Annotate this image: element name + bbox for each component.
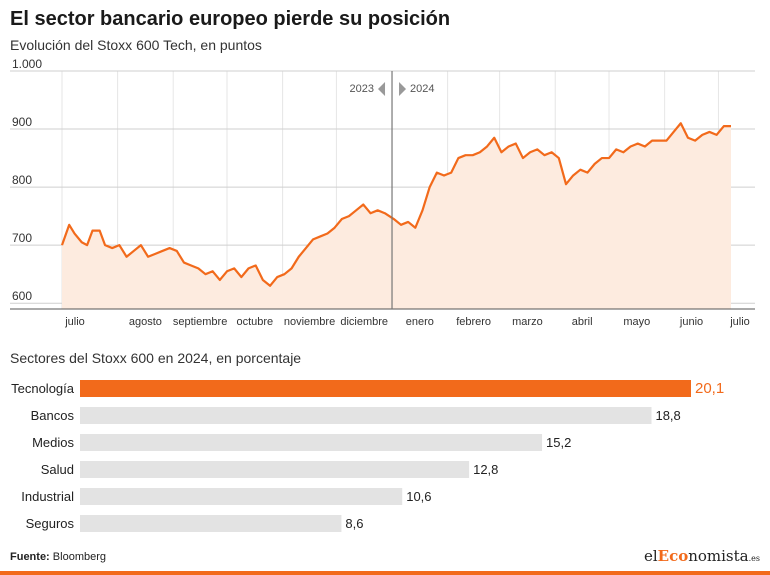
bar-value-label: 8,6 bbox=[345, 516, 363, 531]
logo-prefix: el bbox=[643, 547, 658, 565]
logo-suffix: nomista bbox=[688, 547, 749, 565]
y-tick-label: 600 bbox=[12, 289, 32, 303]
bottom-accent-rule bbox=[0, 571, 770, 575]
arrow-left-icon bbox=[378, 82, 386, 96]
y-tick-label: 700 bbox=[12, 231, 32, 245]
y-tick-label: 800 bbox=[12, 173, 32, 187]
bar-category-label: Seguros bbox=[26, 516, 75, 531]
x-tick-label: enero bbox=[406, 316, 434, 328]
source-value: Bloomberg bbox=[52, 551, 106, 563]
y-tick-label: 1.000 bbox=[12, 57, 42, 71]
bar bbox=[80, 380, 691, 397]
x-tick-label: diciembre bbox=[340, 316, 388, 328]
line-chart: 600 700 800 900 1.000 2023 2024 julio agosto sept… bbox=[10, 57, 755, 328]
bar-value-label: 20,1 bbox=[695, 380, 724, 397]
x-tick-label: marzo bbox=[512, 316, 543, 328]
bar bbox=[80, 407, 652, 424]
x-tick-label: febrero bbox=[456, 316, 491, 328]
x-tick-label: noviembre bbox=[284, 316, 335, 328]
source-note: Fuente: Bloomberg bbox=[10, 551, 106, 563]
x-tick-label: mayo bbox=[623, 316, 650, 328]
x-tick-label: septiembre bbox=[173, 316, 227, 328]
bar-category-label: Tecnología bbox=[11, 381, 75, 396]
x-tick-label: julio bbox=[729, 316, 750, 328]
bar bbox=[80, 515, 342, 532]
bar-chart: Tecnología 20,1 Bancos 18,8 Medios 15,2 Salud 1… bbox=[11, 380, 724, 532]
bar bbox=[80, 461, 470, 478]
bar-category-label: Industrial bbox=[21, 489, 74, 504]
publisher-logo[interactable]: elEconomista.es bbox=[644, 547, 760, 565]
x-tick-label: julio bbox=[64, 316, 85, 328]
logo-accent: Eco bbox=[657, 547, 689, 565]
x-tick-label: agosto bbox=[129, 316, 162, 328]
bar-category-label: Medios bbox=[32, 435, 74, 450]
year-label-2024: 2024 bbox=[410, 83, 434, 95]
series-area bbox=[62, 123, 731, 310]
logo-tld: .es bbox=[748, 554, 760, 563]
bar-value-label: 12,8 bbox=[473, 462, 498, 477]
x-tick-label: abril bbox=[572, 316, 593, 328]
x-tick-label: octubre bbox=[236, 316, 273, 328]
source-label: Fuente: bbox=[10, 551, 50, 563]
bar-category-label: Salud bbox=[41, 462, 74, 477]
bar-chart-subtitle: Sectores del Stoxx 600 en 2024, en porce… bbox=[10, 350, 302, 366]
y-tick-label: 900 bbox=[12, 115, 32, 129]
bar bbox=[80, 488, 403, 505]
line-chart-subtitle: Evolución del Stoxx 600 Tech, en puntos bbox=[10, 37, 262, 53]
bar-value-label: 15,2 bbox=[546, 435, 571, 450]
bar bbox=[80, 434, 543, 451]
arrow-right-icon bbox=[399, 82, 407, 96]
x-tick-label: junio bbox=[679, 316, 703, 328]
chart-title: El sector bancario europeo pierde su pos… bbox=[10, 8, 451, 30]
bar-value-label: 18,8 bbox=[655, 408, 680, 423]
series-line bbox=[60, 122, 731, 287]
bar-category-label: Bancos bbox=[31, 408, 75, 423]
year-label-2023: 2023 bbox=[350, 83, 374, 95]
bar-value-label: 10,6 bbox=[406, 489, 431, 504]
